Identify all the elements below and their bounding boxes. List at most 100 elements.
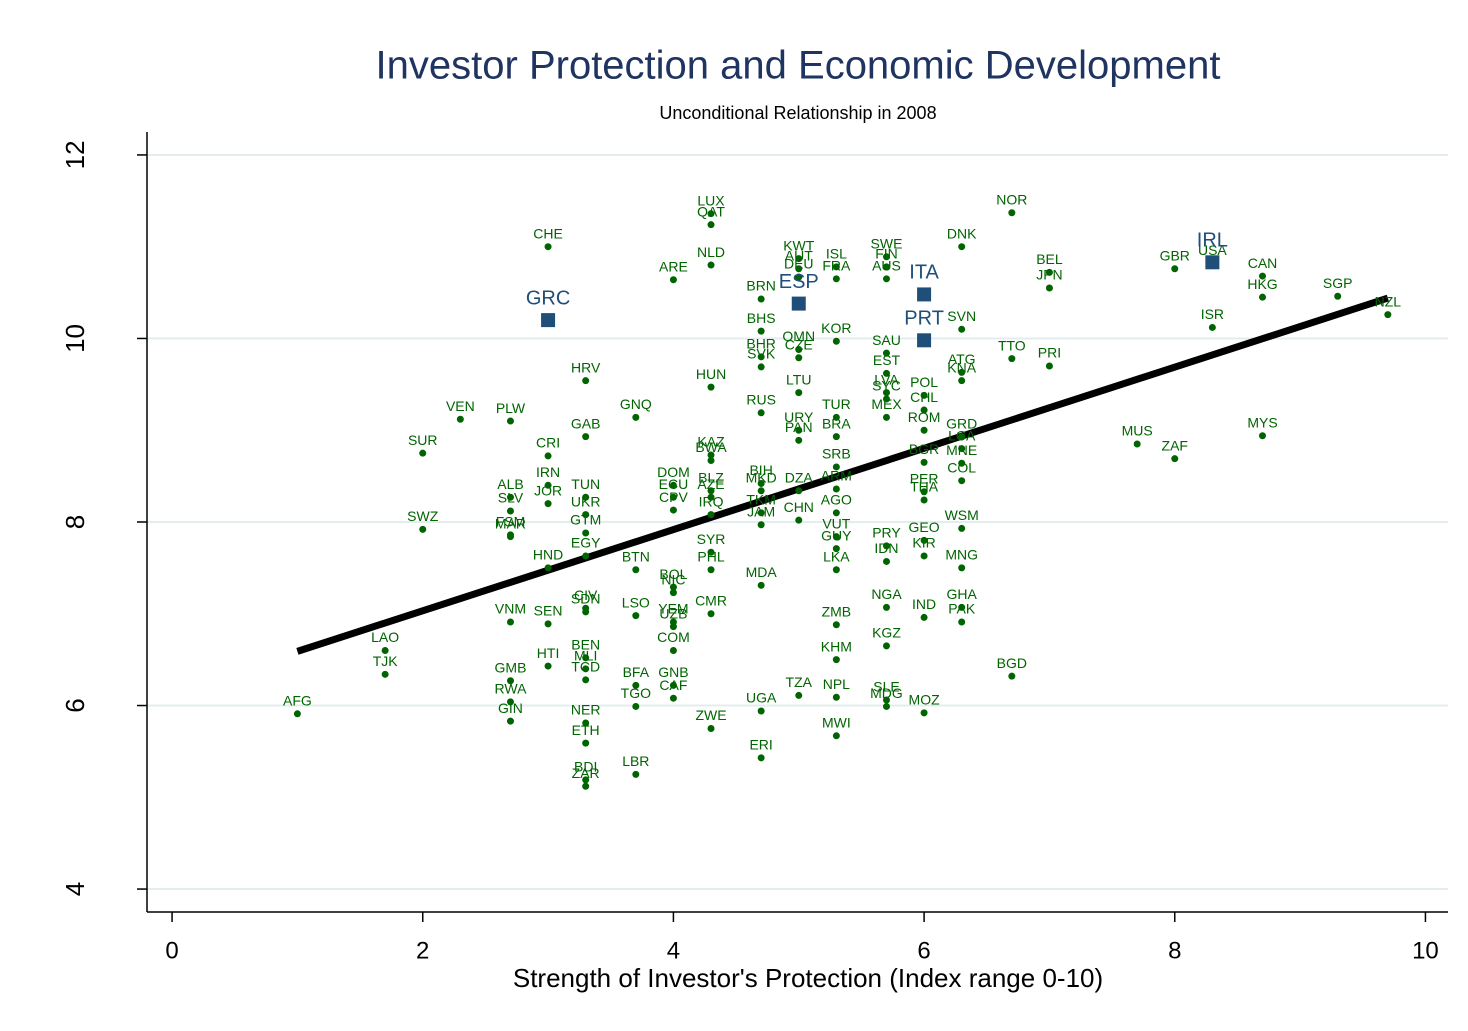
- point: [506, 698, 514, 706]
- point: [832, 732, 840, 740]
- point: [632, 770, 640, 778]
- point-label: TTO: [998, 337, 1026, 353]
- point-label: BOL: [659, 566, 687, 582]
- point: [757, 581, 765, 589]
- point-label: PRI: [1038, 345, 1061, 361]
- point-label: SUR: [408, 432, 438, 448]
- point-label: KOR: [821, 320, 851, 336]
- point: [632, 702, 640, 710]
- point: [757, 521, 765, 529]
- point: [795, 345, 803, 353]
- point-label: UKR: [571, 493, 601, 509]
- point-label: NLD: [697, 244, 725, 260]
- point-label: COM: [657, 629, 690, 645]
- x-tick-label: 0: [165, 937, 178, 964]
- point-label: MNG: [945, 547, 978, 563]
- point-label: SAU: [872, 332, 901, 348]
- point-label: ESP: [779, 271, 819, 293]
- point: [1259, 293, 1267, 301]
- point: [882, 603, 890, 611]
- point: [882, 542, 890, 550]
- point: [920, 536, 928, 544]
- point-label: SWZ: [407, 508, 439, 524]
- point: [544, 243, 552, 251]
- point-label: TCD: [571, 659, 600, 675]
- point: [958, 564, 966, 572]
- point-label: BFA: [623, 664, 650, 680]
- point-label: LBR: [622, 753, 649, 769]
- point-label: ISR: [1201, 306, 1224, 322]
- point: [882, 253, 890, 261]
- point: [920, 406, 928, 414]
- point-label: MUS: [1122, 423, 1153, 439]
- point-label: YEM: [658, 601, 688, 617]
- point: [882, 395, 890, 403]
- point-label: KHM: [821, 638, 852, 654]
- point-label: BGD: [997, 655, 1027, 671]
- point: [1133, 440, 1141, 448]
- point-label: CPV: [659, 489, 688, 505]
- point: [882, 349, 890, 357]
- point-label: TKM: [746, 492, 776, 508]
- point: [582, 719, 590, 727]
- point-label: GRD: [946, 415, 977, 431]
- point: [707, 548, 715, 556]
- highlight-point: [1205, 255, 1220, 270]
- point: [882, 642, 890, 650]
- y-tick-label: 6: [60, 698, 90, 712]
- point-label: BGR: [909, 441, 939, 457]
- point-label: MDG: [870, 685, 903, 701]
- point-label: MOZ: [909, 692, 941, 708]
- point-label: IRQ: [699, 493, 724, 509]
- point: [958, 445, 966, 453]
- point: [832, 463, 840, 471]
- point: [882, 557, 890, 565]
- point: [582, 493, 590, 501]
- point-label: KAZ: [697, 434, 725, 450]
- point-label: MNE: [946, 442, 977, 458]
- point: [1384, 311, 1392, 319]
- point-label: NZL: [1375, 293, 1402, 309]
- point: [882, 702, 890, 710]
- point-label: OMN: [782, 328, 815, 344]
- point: [832, 433, 840, 441]
- chart-title: Investor Protection and Economic Develop…: [376, 44, 1221, 88]
- point-label: HTI: [537, 645, 560, 661]
- point-label: TUN: [571, 476, 600, 492]
- point: [795, 691, 803, 699]
- point: [707, 221, 715, 229]
- point: [582, 782, 590, 790]
- point-label: GIN: [498, 700, 523, 716]
- point-label: UZB: [659, 605, 687, 621]
- point-label: MLI: [574, 648, 597, 664]
- point-label: JAM: [747, 503, 775, 519]
- point: [832, 566, 840, 574]
- point: [832, 533, 840, 541]
- point: [832, 509, 840, 517]
- point-label: SYR: [697, 531, 726, 547]
- point-label: ARM: [821, 468, 852, 484]
- point: [582, 433, 590, 441]
- point-label: BLZ: [698, 470, 724, 486]
- point-label: GBR: [1160, 247, 1190, 263]
- point-label: COL: [947, 459, 976, 475]
- point: [832, 693, 840, 701]
- point: [832, 413, 840, 421]
- point-label: THA: [910, 479, 939, 495]
- point: [669, 646, 677, 654]
- point: [669, 493, 677, 501]
- point: [1008, 355, 1016, 363]
- point: [1045, 268, 1053, 276]
- point-label: CAN: [1248, 255, 1278, 271]
- point: [795, 255, 803, 263]
- point: [958, 243, 966, 251]
- point-label: KGZ: [872, 625, 901, 641]
- point-label: LVA: [874, 371, 899, 387]
- point: [795, 426, 803, 434]
- point: [707, 511, 715, 519]
- x-tick-label: 2: [416, 937, 429, 964]
- point: [832, 275, 840, 283]
- point-label: PLW: [496, 400, 526, 416]
- point: [669, 583, 677, 591]
- point-label: TGO: [621, 685, 651, 701]
